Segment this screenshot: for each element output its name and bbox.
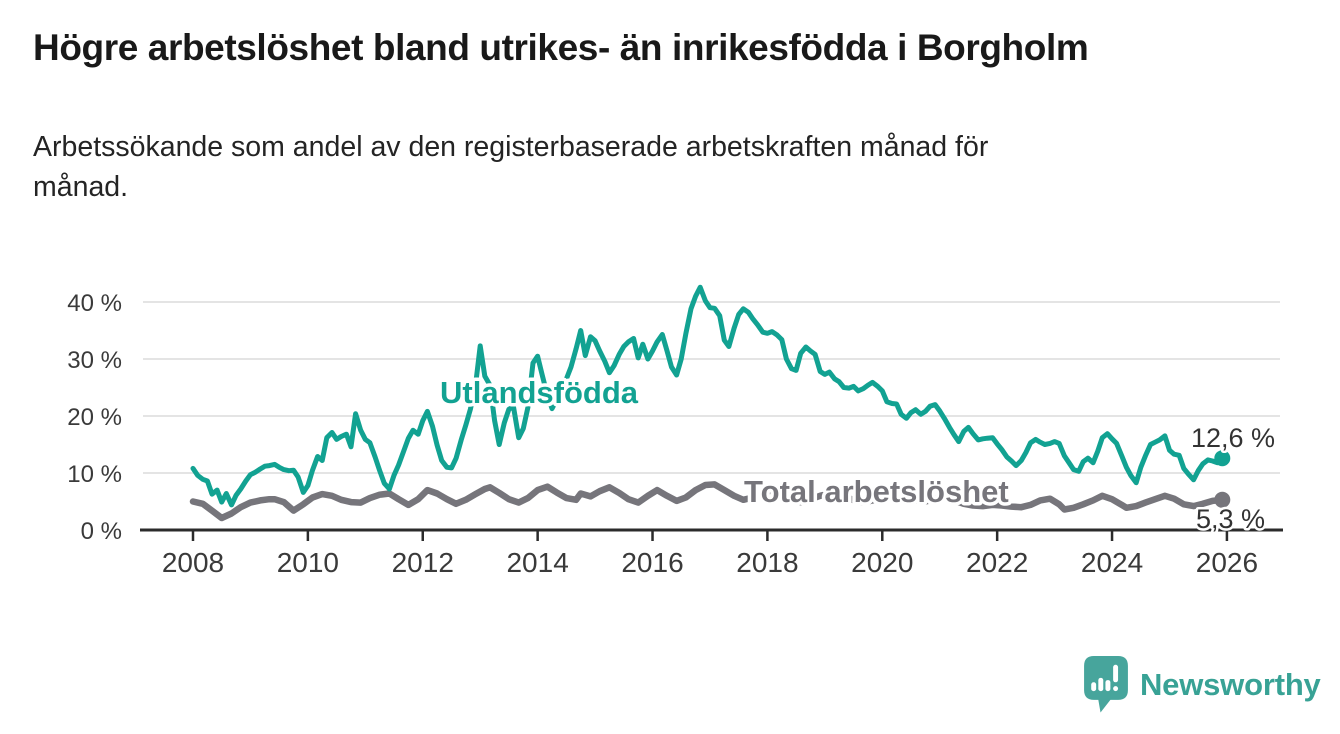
y-axis-tick-label: 0 % xyxy=(81,518,122,545)
x-axis-tick-label: 2012 xyxy=(392,547,454,578)
series-label-total: Total arbetslöshet xyxy=(744,474,1009,509)
y-axis-tick-label: 10 % xyxy=(67,461,122,488)
brand-wordmark: Newsworthy xyxy=(1140,667,1321,702)
x-axis-tick-label: 2020 xyxy=(851,547,913,578)
page-title: Högre arbetslöshet bland utrikes- än inr… xyxy=(33,27,1089,68)
series-line-utlandsfodda xyxy=(190,284,1225,508)
x-axis-tick-label: 2022 xyxy=(966,547,1028,578)
x-axis-tick-label: 2024 xyxy=(1081,547,1143,578)
line-chart: 0 % 10 % 20 % 30 % 40 % 2008 2010 2012 2014 2016 2… xyxy=(0,260,1340,605)
series-label-utlandsfodda: Utlandsfödda xyxy=(440,375,639,410)
end-value-label-utlandsfodda: 12,6 % xyxy=(1191,423,1275,453)
line-chart-canvas: 0 % 10 % 20 % 30 % 40 % 2008 2010 2012 2014 2016 2… xyxy=(67,284,1283,578)
newsworthy-logo-icon xyxy=(1084,656,1128,713)
x-axis-tick-label: 2014 xyxy=(506,547,568,578)
x-axis-tick-label: 2008 xyxy=(162,547,224,578)
series-line-total xyxy=(189,481,1226,522)
x-axis-tick-label: 2026 xyxy=(1196,547,1258,578)
x-axis-tick-label: 2016 xyxy=(621,547,683,578)
x-axis-tick-label: 2018 xyxy=(736,547,798,578)
y-axis-tick-label: 40 % xyxy=(67,290,122,317)
y-axis-tick-label: 20 % xyxy=(67,404,122,431)
brand-footer: Newsworthy xyxy=(1084,656,1321,713)
x-axis-tick-label: 2010 xyxy=(277,547,339,578)
chart-subtitle: Arbetssökande som andel av den registerb… xyxy=(33,131,989,203)
series-end-dot-utlandsfodda xyxy=(1214,450,1231,467)
series-end-dot-total xyxy=(1214,491,1231,508)
y-axis-tick-label: 30 % xyxy=(67,347,122,374)
end-value-label-total: 5,3 % xyxy=(1196,504,1265,534)
